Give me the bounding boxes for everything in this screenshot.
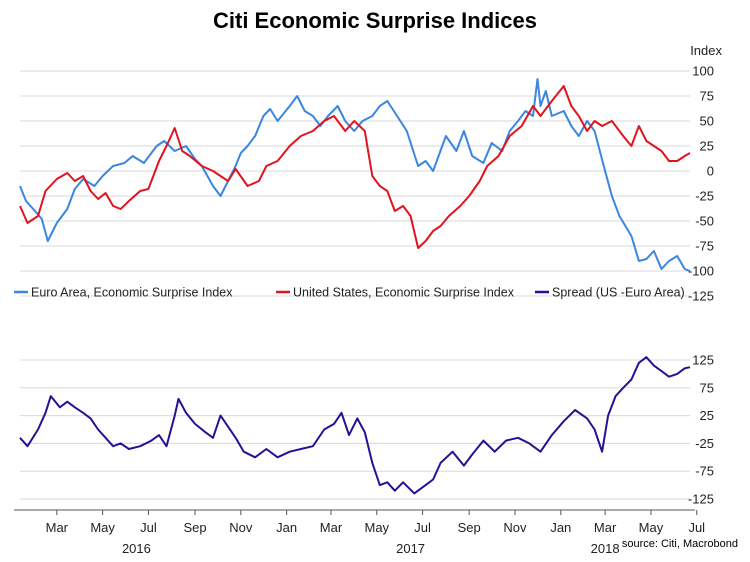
x-tick-label: May — [365, 520, 390, 535]
y-tick-label-bottom: -125 — [688, 492, 714, 507]
chart-title: Citi Economic Surprise Indices — [213, 8, 537, 33]
x-tick-label: Jan — [276, 520, 297, 535]
series-line-euro-area — [19, 78, 691, 272]
x-tick-label: Mar — [594, 520, 617, 535]
x-tick-label: Nov — [229, 520, 253, 535]
y-tick-label-top: -100 — [688, 264, 714, 279]
y-tick-label-top: 25 — [700, 139, 714, 154]
x-tick-label: Jul — [414, 520, 431, 535]
y-tick-label-top: -50 — [695, 214, 714, 229]
x-year-label: 2018 — [591, 541, 620, 556]
y-tick-label-bottom: -25 — [695, 436, 714, 451]
x-tick-label: Jan — [550, 520, 571, 535]
y-tick-label-top: -25 — [695, 189, 714, 204]
y-tick-label-bottom: 25 — [700, 408, 714, 423]
y-tick-label-top: 75 — [700, 89, 714, 104]
series-line-united-states — [19, 85, 691, 249]
x-tick-label: Jul — [688, 520, 705, 535]
y-tick-label-bottom: 75 — [700, 380, 714, 395]
legend-label: Spread (US -Euro Area) — [552, 286, 685, 300]
x-tick-label: Mar — [46, 520, 69, 535]
series-line-spread — [19, 356, 691, 495]
y-tick-label-top: 0 — [707, 164, 714, 179]
legend-label: Euro Area, Economic Surprise Index — [31, 286, 233, 300]
y-tick-label-top: 100 — [692, 64, 714, 79]
y-tick-label-bottom: -75 — [695, 464, 714, 479]
y-tick-label-top: 50 — [700, 114, 714, 129]
y-tick-label-top: -75 — [695, 239, 714, 254]
y-unit-label: Index — [690, 43, 722, 58]
legend-label: United States, Economic Surprise Index — [293, 286, 515, 300]
x-tick-label: May — [639, 520, 664, 535]
x-tick-label: Mar — [320, 520, 343, 535]
x-year-label: 2016 — [122, 541, 151, 556]
x-tick-label: Jul — [140, 520, 157, 535]
y-tick-label-bottom: 125 — [692, 353, 714, 368]
x-tick-label: Sep — [183, 520, 206, 535]
x-year-label: 2017 — [396, 541, 425, 556]
x-tick-label: Nov — [503, 520, 527, 535]
source-note: source: Citi, Macrobond — [621, 538, 738, 550]
y-tick-label-top: -125 — [688, 289, 714, 304]
x-tick-label: Sep — [458, 520, 481, 535]
x-tick-label: May — [90, 520, 115, 535]
